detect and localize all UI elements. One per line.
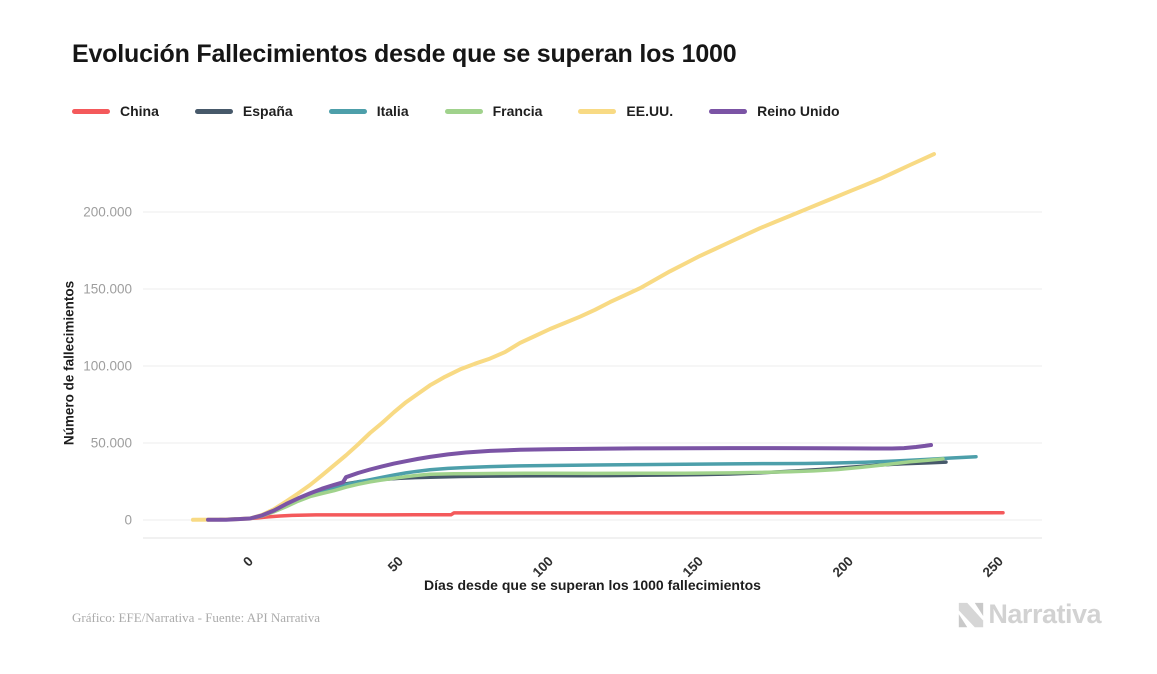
legend: China España Italia Francia EE.UU. Reino Unid…: [72, 103, 840, 119]
y-tick-label: 50.000: [91, 436, 132, 451]
narrativa-logo: Narrativa: [956, 599, 1101, 630]
legend-item-reino-unido[interactable]: Reino Unido: [709, 103, 840, 119]
series-line-francia: [224, 457, 945, 522]
legend-label-eeuu: EE.UU.: [626, 103, 674, 119]
legend-swatch-reino-unido: [709, 108, 748, 114]
legend-swatch-china: [72, 108, 110, 114]
legend-item-china[interactable]: China: [72, 103, 159, 119]
narrativa-logo-text: Narrativa: [988, 599, 1101, 629]
series-line-eeuu: [191, 152, 936, 522]
y-tick-label: 100.000: [83, 359, 132, 374]
legend-label-espana: España: [242, 103, 293, 119]
legend-swatch-espana: [194, 108, 233, 114]
legend-label-italia: Italia: [376, 103, 409, 119]
y-tick-label: 150.000: [83, 282, 132, 297]
legend-item-italia[interactable]: Italia: [328, 103, 409, 119]
legend-item-francia[interactable]: Francia: [444, 103, 543, 119]
x-tick-label: 50: [385, 554, 406, 575]
legend-item-eeuu[interactable]: EE.UU.: [578, 103, 673, 119]
x-axis-title: Días desde que se superan los 1000 falle…: [424, 577, 761, 593]
legend-label-reino-unido: Reino Unido: [757, 103, 840, 119]
legend-swatch-francia: [444, 108, 483, 114]
legend-label-francia: Francia: [492, 103, 543, 119]
series-line-china: [233, 511, 1005, 521]
legend-swatch-italia: [328, 108, 367, 114]
legend-label-china: China: [120, 103, 159, 119]
y-tick-label: 0: [124, 513, 132, 528]
legend-item-espana[interactable]: España: [194, 103, 293, 119]
series-line-reino-unido: [206, 443, 933, 522]
x-tick-label: 0: [240, 554, 256, 570]
y-tick-label: 200.000: [83, 205, 132, 220]
credit-text: Gráfico: EFE/Narrativa - Fuente: API Nar…: [72, 610, 320, 625]
chart-title: Evolución Fallecimientos desde que se su…: [72, 40, 737, 68]
y-axis-title: Número de fallecimientos: [61, 280, 77, 446]
legend-swatch-eeuu: [578, 108, 617, 114]
narrativa-logo-icon: [959, 602, 984, 627]
